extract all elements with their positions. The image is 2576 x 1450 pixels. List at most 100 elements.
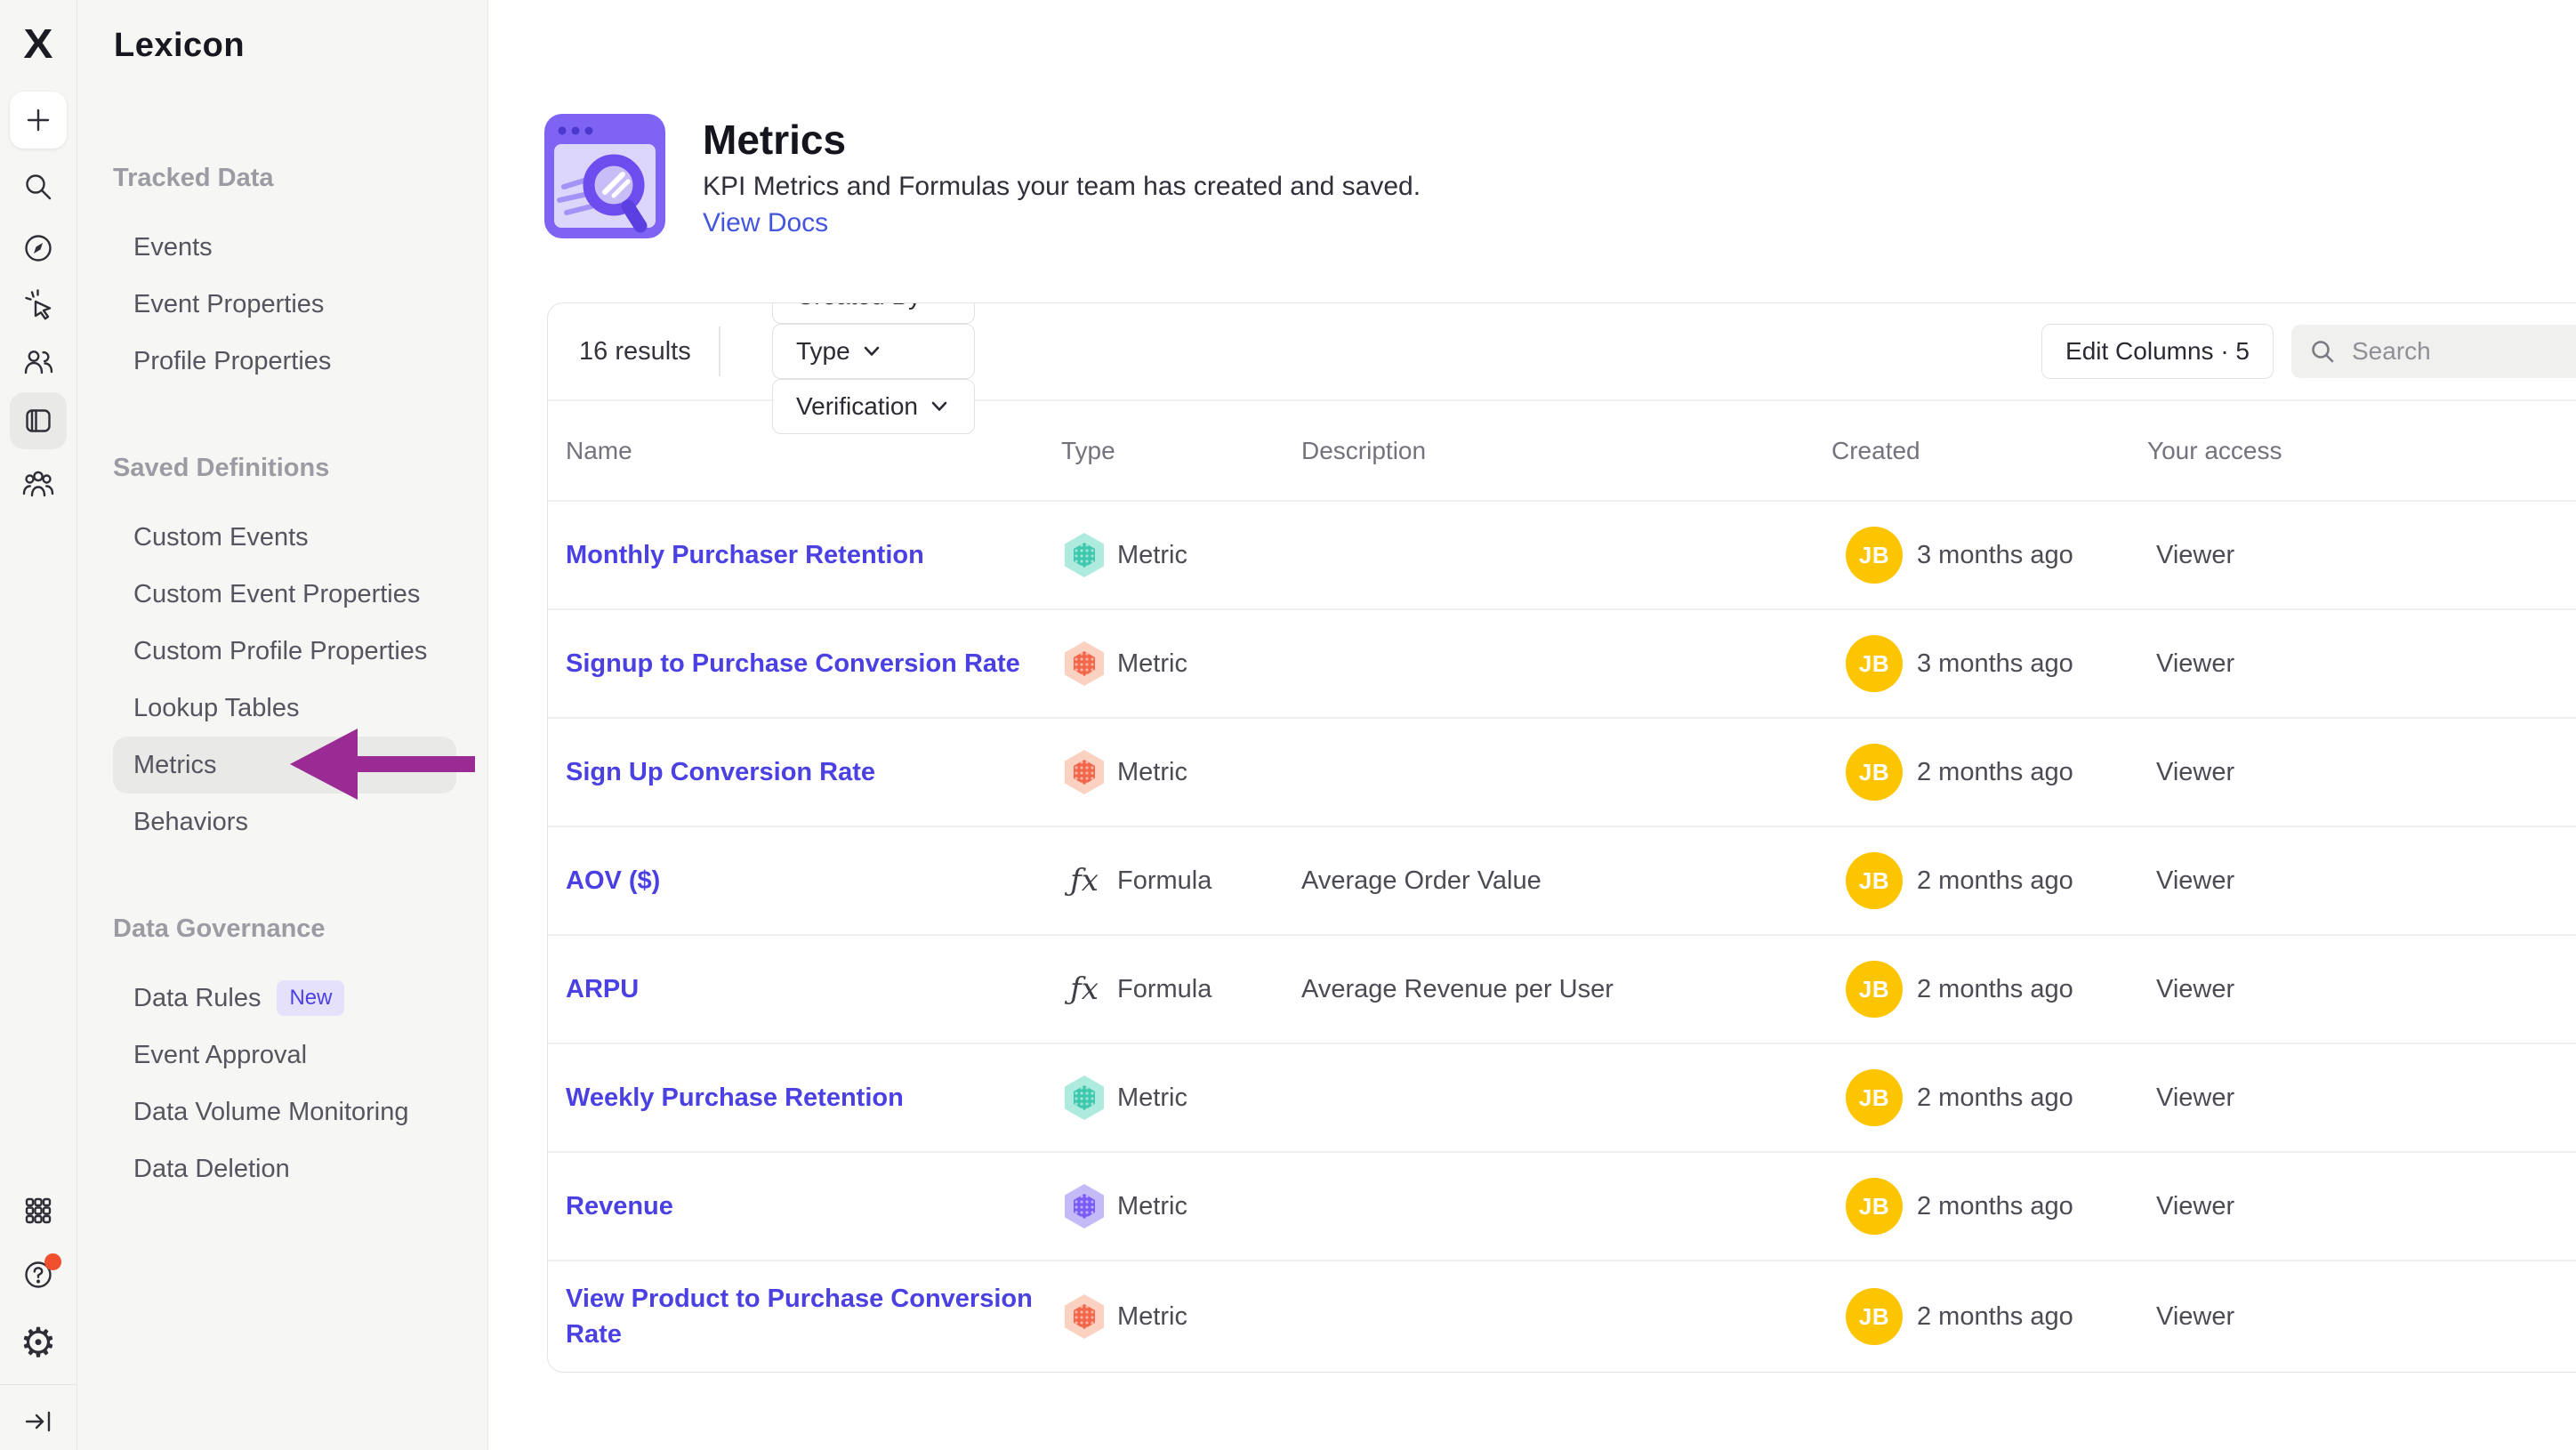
settings-button[interactable]: ⚙ bbox=[10, 1314, 67, 1371]
page-subtitle: KPI Metrics and Formulas your team has c… bbox=[703, 172, 1421, 201]
filter-label: Type bbox=[796, 337, 850, 365]
rail-team-button[interactable] bbox=[10, 455, 67, 512]
sidebar-item-custom-events[interactable]: Custom Events bbox=[113, 509, 456, 566]
type-label: Metric bbox=[1117, 540, 1187, 569]
type-cell: Metric bbox=[1065, 533, 1301, 577]
created-by-filter-button[interactable]: Created By bbox=[772, 303, 976, 324]
type-label: Metric bbox=[1117, 1301, 1187, 1331]
rail-users-button[interactable] bbox=[10, 333, 67, 390]
metric-name-link[interactable]: Weekly Purchase Retention bbox=[566, 1083, 904, 1112]
create-new-button[interactable] bbox=[10, 92, 67, 149]
edit-columns-button[interactable]: Edit Columns · 5 bbox=[2041, 324, 2274, 379]
metric-teal-icon bbox=[1065, 1075, 1104, 1120]
sidebar-item-label: Custom Event Properties bbox=[133, 580, 421, 608]
sidebar-item-custom-profile-properties[interactable]: Custom Profile Properties bbox=[113, 623, 456, 680]
compass-icon bbox=[25, 235, 52, 262]
apps-grid-icon bbox=[25, 1197, 52, 1224]
type-label: Metric bbox=[1117, 1191, 1187, 1220]
gear-icon: ⚙ bbox=[20, 1319, 57, 1365]
type-filter-button[interactable]: Type bbox=[772, 324, 976, 379]
section-label: Data Governance bbox=[113, 914, 326, 943]
sidebar-item-profile-properties[interactable]: Profile Properties bbox=[113, 333, 456, 390]
type-label: Metric bbox=[1117, 1083, 1187, 1112]
mixpanel-logo-icon[interactable]: X bbox=[23, 20, 53, 67]
search-input[interactable] bbox=[2350, 336, 2576, 367]
type-cell: ƒx Formula bbox=[1065, 971, 1301, 1007]
sidebar-item-data-deletion[interactable]: Data Deletion bbox=[113, 1140, 456, 1197]
avatar: JB bbox=[1846, 1288, 1903, 1345]
metric-name-link[interactable]: Monthly Purchaser Retention bbox=[566, 541, 924, 569]
sidebar-item-lookup-tables[interactable]: Lookup Tables bbox=[113, 680, 456, 737]
table-row: Weekly Purchase Retention Metric JB 2 month… bbox=[548, 1044, 2576, 1153]
sidebar-section-data-governance: Data Governance Data Rules New Event Approv… bbox=[76, 900, 487, 1197]
toolbar-divider bbox=[719, 326, 720, 376]
view-docs-link[interactable]: View Docs bbox=[703, 208, 829, 238]
metric-name-link[interactable]: Signup to Purchase Conversion Rate bbox=[566, 649, 1020, 678]
metrics-hero-icon bbox=[544, 114, 665, 238]
rail-discover-button[interactable] bbox=[10, 220, 67, 277]
metric-name-link[interactable]: AOV ($) bbox=[566, 866, 661, 895]
type-label: Formula bbox=[1117, 974, 1212, 1003]
metric-name-link[interactable]: ARPU bbox=[566, 975, 640, 1003]
sidebar-item-event-properties[interactable]: Event Properties bbox=[113, 276, 456, 333]
sidebar-item-behaviors[interactable]: Behaviors bbox=[113, 793, 456, 850]
search-icon bbox=[2312, 341, 2334, 363]
collapse-sidebar-button[interactable] bbox=[10, 1393, 67, 1450]
table-row: AOV ($) ƒx Formula Average Order Value JB 2 m… bbox=[548, 827, 2576, 936]
apps-grid-button[interactable] bbox=[10, 1182, 67, 1239]
section-label: Tracked Data bbox=[113, 164, 274, 192]
sidebar-item-custom-event-properties[interactable]: Custom Event Properties bbox=[113, 566, 456, 623]
column-header-your-access: Your access bbox=[2147, 436, 2282, 464]
table-search bbox=[2291, 325, 2576, 378]
rail-search-button[interactable] bbox=[10, 158, 67, 215]
type-cell: Metric bbox=[1065, 1294, 1301, 1339]
chevron-down-icon bbox=[864, 346, 880, 356]
rail-events-button[interactable] bbox=[10, 276, 67, 333]
sidebar-item-label: Custom Profile Properties bbox=[133, 637, 428, 665]
access-cell: Viewer bbox=[2156, 1191, 2235, 1220]
sidebar-item-label: Data Deletion bbox=[133, 1155, 290, 1183]
sidebar-item-data-volume-monitoring[interactable]: Data Volume Monitoring bbox=[113, 1083, 456, 1140]
created-cell: JB 2 months ago bbox=[1831, 1288, 2147, 1345]
metric-name-link[interactable]: Sign Up Conversion Rate bbox=[566, 758, 876, 786]
annotation-arrow bbox=[290, 729, 475, 800]
table-toolbar: 16 results Created By Type Verification Ed… bbox=[548, 303, 2576, 434]
metric-name-link[interactable]: Revenue bbox=[566, 1192, 673, 1220]
search-icon bbox=[26, 174, 52, 200]
metric-orange-icon bbox=[1065, 641, 1104, 686]
type-label: Metric bbox=[1117, 648, 1187, 678]
sidebar-item-event-approval[interactable]: Event Approval bbox=[113, 1027, 456, 1083]
lexicon-book-icon bbox=[26, 409, 51, 432]
table-row: Revenue Metric JB 2 months ago Viewer bbox=[548, 1153, 2576, 1261]
results-count: 16 results bbox=[579, 336, 691, 366]
table-header-row: Name Type Description Created Your access bbox=[548, 401, 2576, 502]
verification-filter-button[interactable]: Verification bbox=[772, 379, 976, 434]
metric-name-link[interactable]: View Product to Purchase Conversion Rate bbox=[566, 1285, 1033, 1349]
avatar: JB bbox=[1846, 852, 1903, 909]
table-row: Signup to Purchase Conversion Rate Metric… bbox=[548, 610, 2576, 719]
avatar: JB bbox=[1846, 1178, 1903, 1235]
cursor-click-icon bbox=[25, 289, 52, 320]
access-cell: Viewer bbox=[2156, 757, 2235, 786]
description-cell: Average Revenue per User bbox=[1301, 974, 1614, 1003]
avatar: JB bbox=[1846, 744, 1903, 801]
icon-rail: X bbox=[0, 0, 77, 1450]
group-icon bbox=[22, 471, 54, 497]
type-cell: Metric bbox=[1065, 1184, 1301, 1228]
column-header-name: Name bbox=[566, 436, 632, 464]
help-button[interactable] bbox=[10, 1246, 67, 1303]
metric-teal-icon bbox=[1065, 533, 1104, 577]
created-cell: JB 2 months ago bbox=[1831, 1069, 2147, 1126]
access-cell: Viewer bbox=[2156, 540, 2235, 569]
created-time: 2 months ago bbox=[1917, 1191, 2073, 1220]
sidebar-item-events[interactable]: Events bbox=[113, 219, 456, 276]
sidebar-item-data-rules[interactable]: Data Rules New bbox=[113, 970, 456, 1027]
type-label: Metric bbox=[1117, 757, 1187, 786]
rail-lexicon-button[interactable] bbox=[10, 392, 67, 449]
created-time: 2 months ago bbox=[1917, 974, 2073, 1003]
sidebar-item-label: Event Approval bbox=[133, 1041, 308, 1069]
type-cell: Metric bbox=[1065, 641, 1301, 686]
created-time: 3 months ago bbox=[1917, 540, 2073, 569]
formula-icon: ƒx bbox=[1070, 863, 1099, 898]
sidebar-title: Lexicon bbox=[114, 27, 246, 64]
